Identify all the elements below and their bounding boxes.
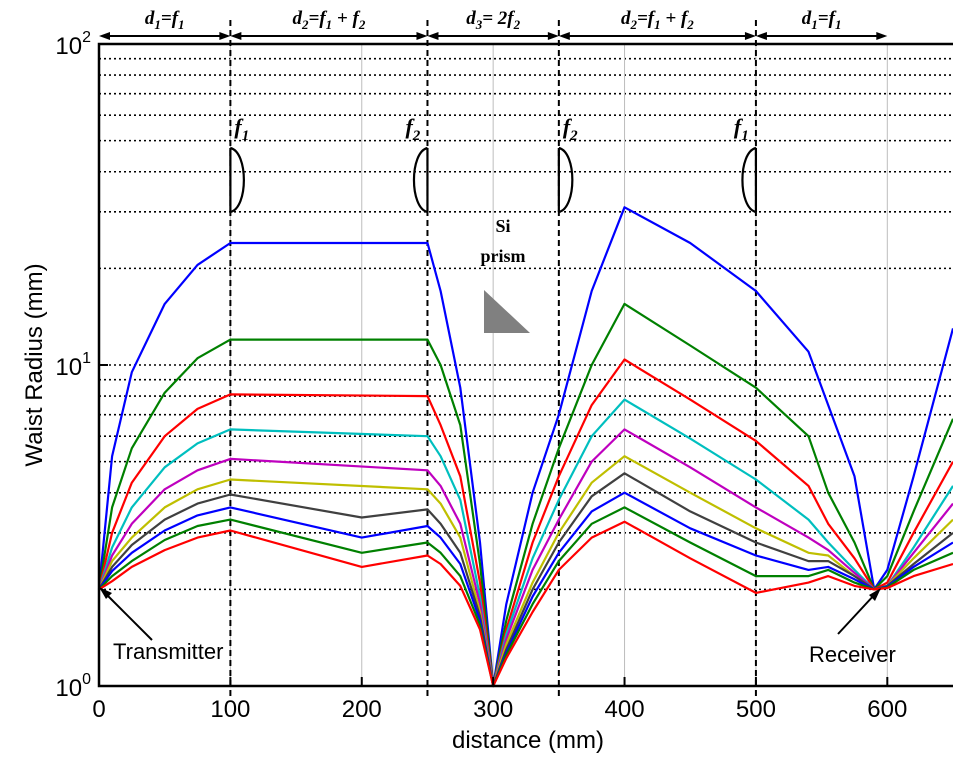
segment-arrow-head (744, 32, 756, 40)
segment-arrow-head (416, 32, 428, 40)
series-line-8 (98, 491, 953, 688)
series-line-2 (97, 302, 953, 688)
lens-label-1: f1 (234, 114, 249, 144)
segment-annotations: d1=f1 d2=f1 + f2 d3= 2f2 d2=f1 + f2 d1=f1 (99, 8, 888, 40)
transmitter-label: Transmitter (113, 639, 223, 664)
grid (99, 44, 953, 686)
x-axis-label: distance (mm) (452, 727, 604, 754)
y-tick-label: 101 (55, 350, 91, 381)
segment-arrow-head (230, 32, 242, 40)
series-line-1 (97, 206, 953, 688)
series-line-9 (98, 506, 953, 688)
y-axis-label: Waist Radius (mm) (21, 263, 48, 466)
x-tick-label: 100 (210, 696, 250, 723)
lenses: f1 f2 f2 f1 (229, 114, 758, 214)
segment-arrow-head (99, 32, 110, 40)
series-line-7 (98, 472, 953, 688)
lens-label-4: f1 (734, 114, 749, 144)
x-tick-label: 300 (473, 696, 513, 723)
x-tick-label: 500 (736, 696, 776, 723)
x-tick-label: 400 (605, 696, 645, 723)
section-dividers (229, 20, 757, 700)
segment-label-3: d3= 2f2 (466, 8, 520, 32)
lens-icon (741, 146, 758, 214)
series-lines (97, 206, 953, 688)
prism-label-si: Si (495, 216, 510, 236)
lens-icon (412, 146, 429, 214)
transmitter-arrow (99, 587, 153, 641)
segment-arrow-head (558, 32, 570, 40)
segment-arrow-head (547, 32, 559, 40)
segment-arrow-head (876, 32, 888, 40)
lens-label-3: f2 (563, 114, 578, 144)
series-line-4 (97, 398, 953, 688)
series-line-10 (98, 520, 953, 688)
x-tick-label: 600 (867, 696, 907, 723)
segment-arrow-head (427, 32, 439, 40)
receiver-label: Receiver (809, 642, 896, 667)
segment-label-5: d1=f1 (802, 8, 842, 32)
series-line-3 (97, 358, 953, 688)
lens-icon (557, 146, 574, 214)
segment-label-4: d2=f1 + f2 (621, 8, 694, 32)
si-prism-icon (484, 290, 530, 333)
prism-label-prism: prism (481, 246, 526, 266)
segment-label-2: d2=f1 + f2 (293, 8, 366, 32)
lens-icon (229, 146, 245, 214)
x-tick-label: 200 (342, 696, 382, 723)
y-tick-label: 100 (55, 671, 91, 702)
segment-arrow-head (755, 32, 767, 40)
x-tick-label: 0 (92, 696, 105, 723)
segment-label-1: d1=f1 (145, 8, 185, 32)
lens-label-2: f2 (405, 114, 420, 144)
receiver-arrow (837, 588, 881, 635)
y-tick-label: 102 (55, 29, 91, 60)
series-line-5 (97, 428, 953, 688)
segment-arrow-head (219, 32, 231, 40)
